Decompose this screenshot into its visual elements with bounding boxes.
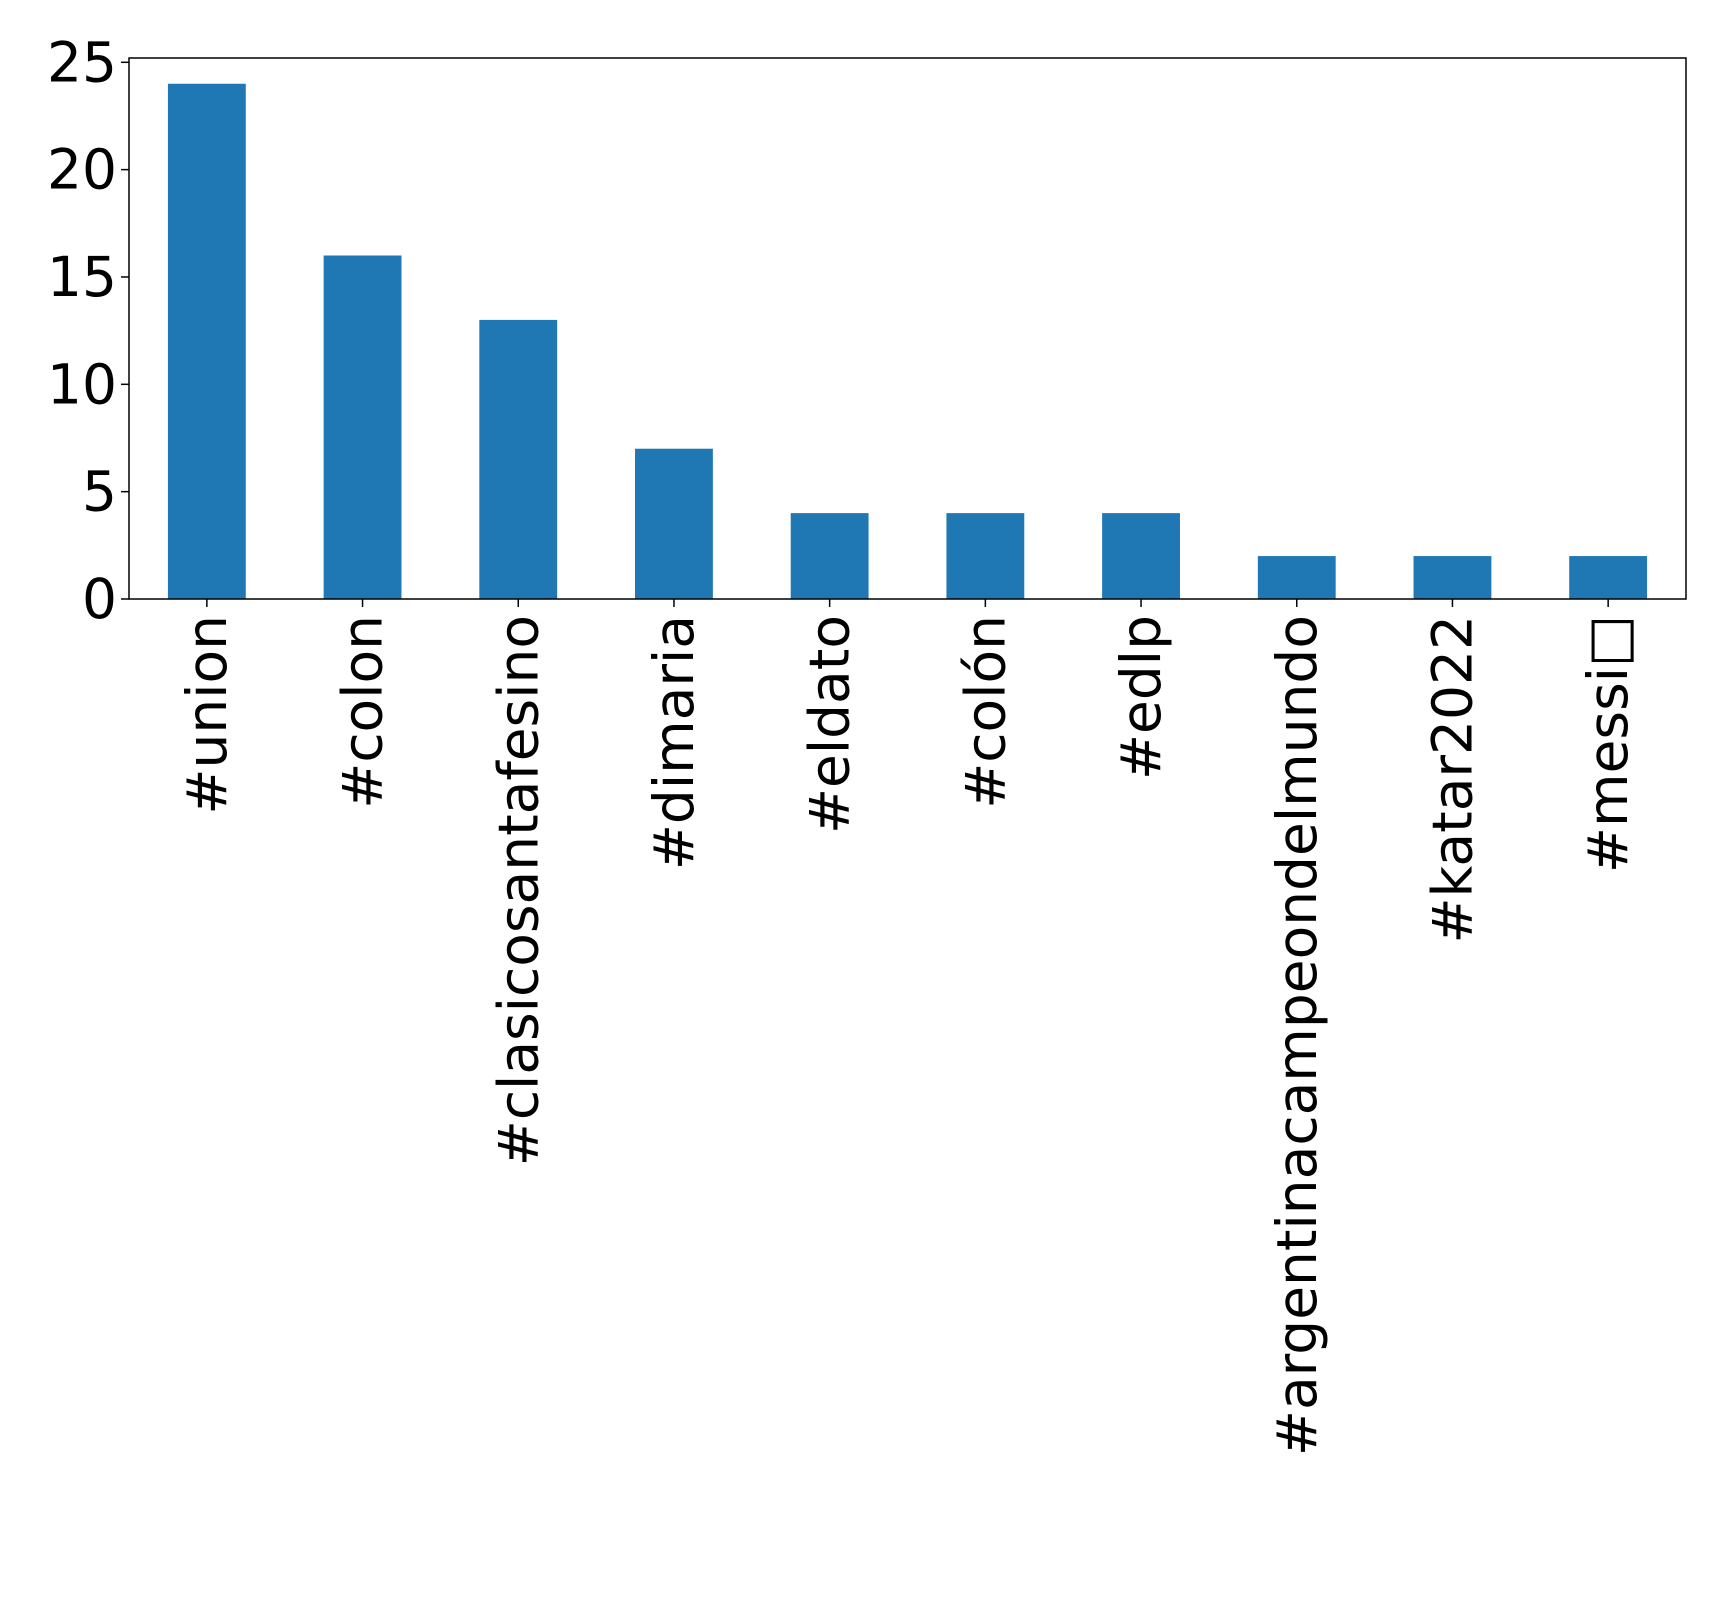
x-tick-label-3: #dimaria (642, 615, 706, 870)
x-axis: #union #colon #clasicosantafesino #dimaria #… (175, 599, 1640, 1456)
y-axis: 0 5 10 15 20 25 (47, 30, 129, 631)
x-tick-label-8: #katar2022 (1420, 615, 1484, 944)
x-tick-label-6: #edlp (1109, 615, 1173, 780)
y-tick-label-3: 15 (47, 245, 117, 309)
x-tick-label-5: #colón (953, 615, 1017, 809)
x-tick-label-1: #colon (331, 615, 395, 809)
x-tick-label-0: #union (175, 615, 239, 815)
plot-frame (128, 57, 1687, 600)
y-tick-label-0: 0 (82, 567, 117, 631)
x-tick-label-7: #argentinacampeondelmundo (1265, 615, 1329, 1456)
y-tick-label-2: 10 (47, 352, 117, 416)
bar-9 (1569, 556, 1648, 599)
y-tick-label-5: 25 (47, 30, 117, 94)
bar-0 (167, 83, 246, 599)
bar-3 (635, 448, 713, 599)
bar-7 (1257, 556, 1336, 599)
x-tick-label-2: #clasicosantafesino (486, 615, 550, 1166)
bar-1 (323, 255, 402, 599)
bar-2 (479, 319, 558, 599)
bars-layer (167, 83, 1648, 599)
bar-8 (1413, 556, 1492, 599)
bar-6 (1102, 513, 1180, 599)
bar-4 (790, 513, 869, 599)
x-tick-label-4: #eldato (798, 615, 862, 834)
y-tick-label-1: 5 (82, 460, 117, 524)
x-tick-label-9: #messi□ (1576, 615, 1640, 873)
bar-5 (946, 513, 1025, 599)
y-tick-label-4: 20 (47, 138, 117, 202)
